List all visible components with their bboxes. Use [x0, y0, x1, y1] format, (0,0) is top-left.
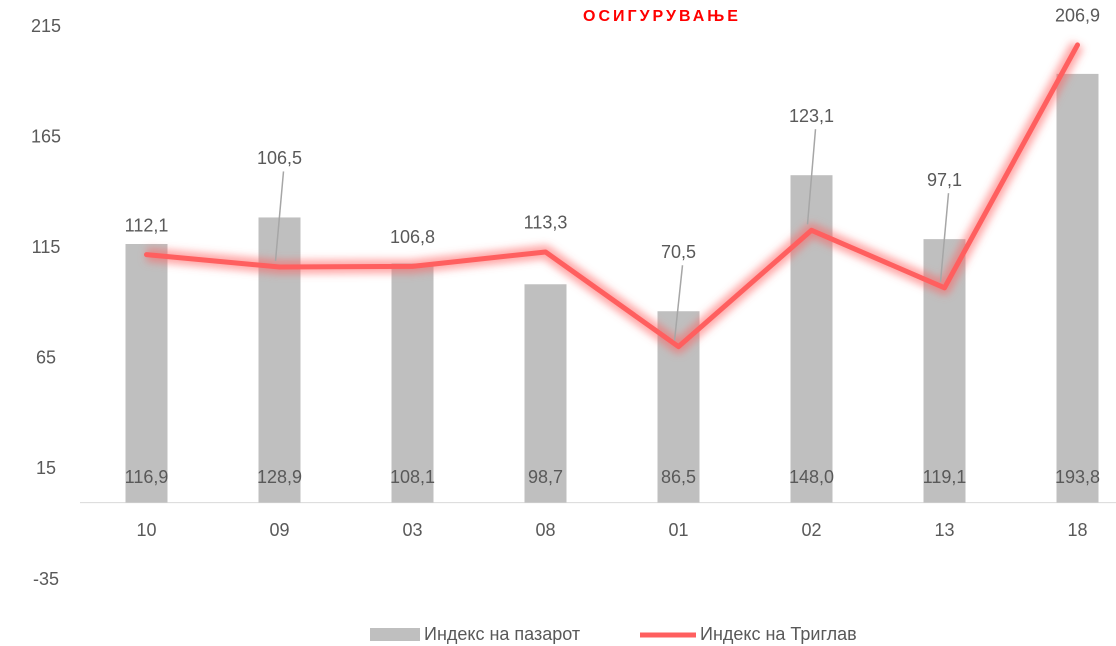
line-value-label: 206,9 [1055, 6, 1100, 26]
line-value-label: 106,8 [390, 227, 435, 247]
legend-label: Индекс на Триглав [700, 624, 857, 644]
legend-swatch [370, 628, 420, 641]
bar [524, 284, 567, 503]
x-tick-label: 08 [535, 520, 555, 540]
leader-line [673, 265, 684, 341]
line-value-label: 106,5 [257, 148, 302, 168]
bar [125, 243, 168, 503]
bar-value-label: 108,1 [390, 467, 435, 487]
line-value-label: 123,1 [789, 106, 834, 126]
x-tick-label: 09 [269, 520, 289, 540]
bar-value-label: 193,8 [1055, 467, 1100, 487]
bar [391, 263, 434, 503]
bar-value-label: 128,9 [257, 467, 302, 487]
legend-label: Индекс на пазарот [424, 624, 580, 644]
y-tick-label: 165 [31, 126, 61, 146]
line-value-label: 97,1 [927, 170, 962, 190]
chart-title: ОСИГУРУВАЊЕ [583, 8, 741, 25]
y-tick-label: 215 [31, 16, 61, 36]
line-value-label: 113,3 [524, 213, 568, 233]
x-tick-label: 18 [1067, 520, 1087, 540]
bar-value-label: 86,5 [661, 467, 696, 487]
x-tick-label: 13 [934, 520, 954, 540]
bar-value-label: 98,7 [528, 467, 563, 487]
bar-value-label: 148,0 [789, 467, 834, 487]
y-tick-label: 115 [32, 237, 61, 257]
leader-line [806, 129, 817, 225]
y-tick-label: 65 [36, 348, 56, 368]
y-tick-label: -35 [33, 569, 59, 589]
x-tick-label: 10 [136, 520, 156, 540]
leader-line [274, 171, 285, 262]
bar [1056, 73, 1099, 503]
bar-value-label: 116,9 [125, 467, 169, 487]
x-tick-label: 01 [668, 520, 688, 540]
line-value-label: 70,5 [661, 242, 696, 262]
line [144, 42, 1080, 350]
x-tick-label: 02 [801, 520, 821, 540]
x-tick-label: 03 [402, 520, 422, 540]
leader-line [939, 193, 950, 282]
bar-value-label: 119,1 [923, 467, 967, 487]
line-value-label: 112,1 [125, 215, 169, 235]
y-tick-label: 15 [36, 458, 56, 478]
